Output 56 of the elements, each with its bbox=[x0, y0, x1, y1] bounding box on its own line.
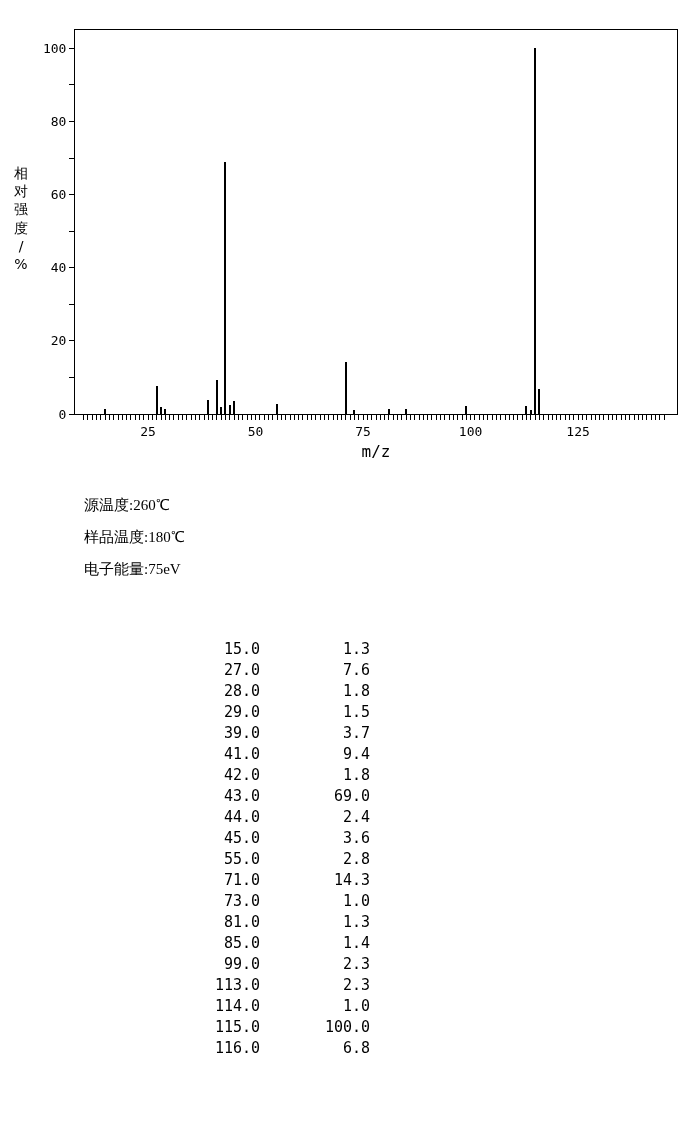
x-tick-label: 125 bbox=[566, 423, 590, 439]
text: 2.3 bbox=[343, 955, 371, 973]
text: 73.0 bbox=[224, 892, 261, 910]
y-tick-label: 0 bbox=[58, 406, 67, 422]
text: 样品温度:180℃ bbox=[84, 529, 185, 545]
text: 45.0 bbox=[224, 829, 261, 847]
x-tick-label: 25 bbox=[140, 423, 156, 439]
text: 2.8 bbox=[343, 850, 371, 868]
text: 115.0 bbox=[215, 1018, 261, 1036]
text: 1.4 bbox=[343, 934, 371, 952]
y-axis-title: 相对强度/% bbox=[14, 165, 28, 272]
text: 99.0 bbox=[224, 955, 261, 973]
text: 39.0 bbox=[224, 724, 261, 742]
text: 27.0 bbox=[224, 661, 261, 679]
y-tick-label: 20 bbox=[50, 333, 67, 349]
text: 6.8 bbox=[343, 1039, 371, 1057]
text: 81.0 bbox=[224, 913, 261, 931]
text: 71.0 bbox=[224, 871, 261, 889]
text: 9.4 bbox=[343, 745, 371, 763]
text: 41.0 bbox=[224, 745, 261, 763]
text: 7.6 bbox=[343, 661, 371, 679]
text: 85.0 bbox=[224, 934, 261, 952]
text: 1.5 bbox=[343, 703, 371, 721]
text: 15.0 bbox=[224, 640, 261, 658]
text: 100.0 bbox=[325, 1018, 371, 1036]
y-tick-label: 40 bbox=[50, 260, 67, 276]
y-tick-label: 80 bbox=[50, 113, 67, 129]
x-tick-label: 50 bbox=[247, 423, 264, 439]
text: 14.3 bbox=[334, 871, 371, 889]
x-tick-label: 100 bbox=[458, 423, 483, 439]
x-axis-title: m/z bbox=[361, 442, 391, 462]
text: 116.0 bbox=[215, 1039, 261, 1057]
text: 1.3 bbox=[343, 913, 371, 931]
text: 55.0 bbox=[224, 850, 261, 868]
text: 28.0 bbox=[224, 682, 261, 700]
text: 2.4 bbox=[343, 808, 371, 826]
text: 1.8 bbox=[343, 766, 371, 784]
text: 1.0 bbox=[343, 892, 371, 910]
text: 44.0 bbox=[224, 808, 261, 826]
text: 113.0 bbox=[215, 976, 261, 994]
text: 源温度:260℃ bbox=[84, 497, 170, 513]
text: 3.6 bbox=[343, 829, 371, 847]
y-tick-label: 60 bbox=[50, 187, 67, 203]
text: 114.0 bbox=[215, 997, 261, 1015]
text: 电子能量:75eV bbox=[84, 561, 181, 577]
text: 1.0 bbox=[343, 997, 371, 1015]
x-tick-label: 75 bbox=[355, 423, 371, 439]
text: 29.0 bbox=[224, 703, 261, 721]
text: 1.3 bbox=[343, 640, 371, 658]
text: 42.0 bbox=[224, 766, 261, 784]
text: 3.7 bbox=[343, 724, 371, 742]
text: 2.3 bbox=[343, 976, 371, 994]
text: 43.0 bbox=[224, 787, 261, 805]
text: 69.0 bbox=[334, 787, 371, 805]
text: 1.8 bbox=[343, 682, 371, 700]
y-tick-label: 100 bbox=[42, 40, 67, 56]
